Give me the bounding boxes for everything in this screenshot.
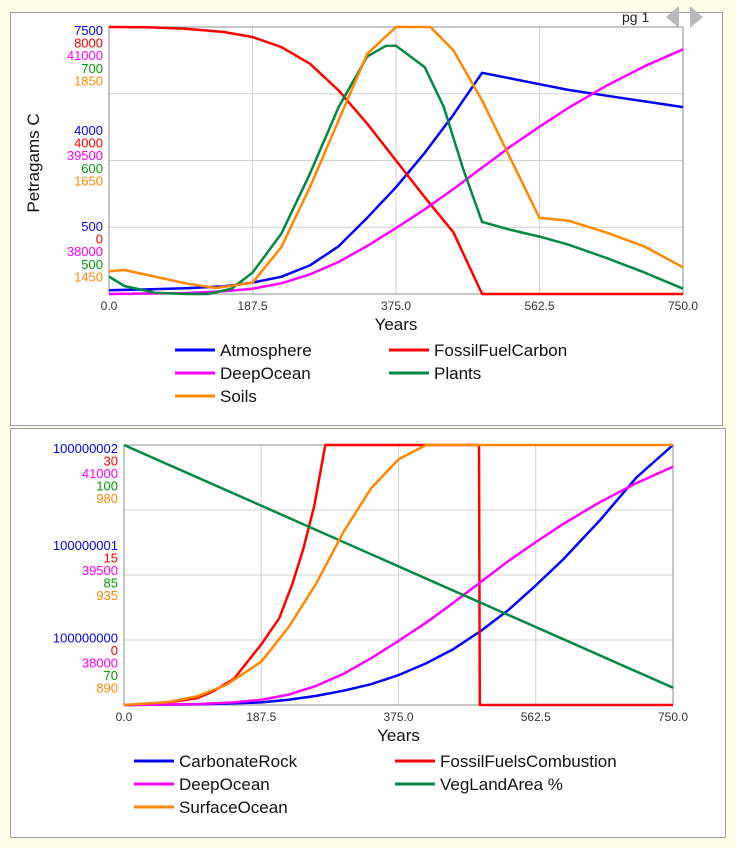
y-tick-label-carbonaterock: 100000000 xyxy=(53,631,118,646)
y-tick-label-deepocean: 39500 xyxy=(67,148,103,163)
page-label: pg 1 xyxy=(622,9,650,25)
x-axis-title: Years xyxy=(375,315,418,334)
legend-label: DeepOcean xyxy=(220,364,311,383)
plot-grid xyxy=(123,444,674,706)
x-tick-label: 0.0 xyxy=(101,299,118,313)
legend-label: VegLandArea % xyxy=(440,775,563,794)
legend-item-fossilfuelscombustion: FossilFuelsCombustion xyxy=(395,752,617,771)
y-tick-label-atmosphere: 7500 xyxy=(74,23,103,38)
legend-item-plants: Plants xyxy=(389,364,481,383)
y-tick-label-veglandarea: 85 xyxy=(104,575,118,590)
y-tick-label-plants: 500 xyxy=(81,257,103,272)
legend-item-deepocean: DeepOcean xyxy=(134,775,270,794)
legend-label: FossilFuelCarbon xyxy=(434,341,567,360)
y-tick-label-fossilfuelcarbon: 4000 xyxy=(74,136,103,151)
y-tick-label-plants: 600 xyxy=(81,161,103,176)
x-tick-label: 187.5 xyxy=(237,299,267,313)
y-tick-label-fossilfuelscombustion: 15 xyxy=(104,550,118,565)
y-tick-label-deepocean: 38000 xyxy=(82,656,118,671)
y-tick-label-veglandarea: 70 xyxy=(104,668,118,683)
y-tick-label-surfaceocean: 935 xyxy=(96,588,118,603)
x-tick-label: 375.0 xyxy=(383,710,413,724)
y-tick-label-veglandarea: 100 xyxy=(96,479,118,494)
legend-item-veglandarea: VegLandArea % xyxy=(395,775,563,794)
y-tick-label-deepocean: 41000 xyxy=(67,48,103,63)
series-line-deepocean xyxy=(108,48,684,296)
chart-panel-2: 0.0 187.5 375.0 562.5 750.0 Years 100000002 30 4… xyxy=(10,428,726,838)
y-tick-label-atmosphere: 500 xyxy=(81,219,103,234)
legend-label: Plants xyxy=(434,364,481,383)
x-tick-label: 750.0 xyxy=(668,299,698,313)
y-tick-label-soils: 1450 xyxy=(74,269,103,284)
x-tick-label: 562.5 xyxy=(524,299,554,313)
y-tick-label-surfaceocean: 890 xyxy=(96,681,118,696)
y-tick-label-soils: 1650 xyxy=(74,173,103,188)
series-line-veglandarea xyxy=(123,443,674,689)
legend-label: Soils xyxy=(220,387,257,406)
legend-item-soils: Soils xyxy=(175,387,257,406)
y-tick-label-fossilfuelscombustion: 0 xyxy=(111,643,118,658)
y-tick-label-fossilfuelcarbon: 0 xyxy=(96,232,103,247)
legend-item-deepocean: DeepOcean xyxy=(175,364,311,383)
series-line-plants xyxy=(108,44,684,296)
legend-item-atmosphere: Atmosphere xyxy=(175,341,312,360)
chevron-right-icon[interactable] xyxy=(690,6,703,28)
chart-legend: Atmosphere FossilFuelCarbon DeepOcean Plant… xyxy=(175,341,567,406)
y-tick-label-surfaceocean: 980 xyxy=(96,491,118,506)
chart-panel-1: 0.0 187.5 375.0 562.5 750.0 Years Petragams C 7… xyxy=(10,12,723,426)
y-tick-label-deepocean: 38000 xyxy=(67,244,103,259)
series-line-deepocean xyxy=(123,465,674,707)
legend-label: SurfaceOcean xyxy=(179,798,288,817)
x-axis-title: Years xyxy=(377,726,420,745)
y-tick-label-plants: 700 xyxy=(81,61,103,76)
x-tick-label: 375.0 xyxy=(381,299,411,313)
y-tick-label-atmosphere: 4000 xyxy=(74,123,103,138)
x-tick-label: 0.0 xyxy=(116,710,133,724)
x-tick-label: 187.5 xyxy=(246,710,276,724)
y-tick-label-soils: 1850 xyxy=(74,73,103,88)
y-axis-title: Petragams C xyxy=(24,113,43,212)
y-tick-label-carbonaterock: 100000001 xyxy=(53,538,118,553)
y-tick-label-deepocean: 41000 xyxy=(82,466,118,481)
legend-item-surfaceocean: SurfaceOcean xyxy=(134,798,288,817)
x-tick-label: 750.0 xyxy=(658,710,688,724)
series-line-soils xyxy=(108,25,684,290)
chart-legend: CarbonateRock FossilFuelsCombustion DeepOc… xyxy=(134,752,617,817)
legend-label: CarbonateRock xyxy=(179,752,298,771)
y-tick-label-carbonaterock: 100000002 xyxy=(53,441,118,456)
chart-2: 0.0 187.5 375.0 562.5 750.0 Years 100000002304… xyxy=(53,441,688,817)
legend-label: FossilFuelsCombustion xyxy=(440,752,617,771)
series-line-carbonaterock xyxy=(123,444,674,707)
y-tick-label-deepocean: 39500 xyxy=(82,563,118,578)
y-tick-label-fossilfuelcarbon: 8000 xyxy=(74,36,103,51)
y-tick-label-fossilfuelscombustion: 30 xyxy=(104,454,118,469)
chart-1: 0.0 187.5 375.0 562.5 750.0 Years Petragams C 7… xyxy=(24,23,698,406)
legend-label: Atmosphere xyxy=(220,341,312,360)
legend-label: DeepOcean xyxy=(179,775,270,794)
series-line-surfaceocean xyxy=(123,443,673,707)
x-tick-label: 562.5 xyxy=(521,710,551,724)
legend-item-fossilfuelcarbon: FossilFuelCarbon xyxy=(389,341,567,360)
legend-item-carbonaterock: CarbonateRock xyxy=(134,752,298,771)
series-line-fossilfuelcarbon xyxy=(108,25,683,296)
chevron-left-icon[interactable] xyxy=(666,6,679,28)
